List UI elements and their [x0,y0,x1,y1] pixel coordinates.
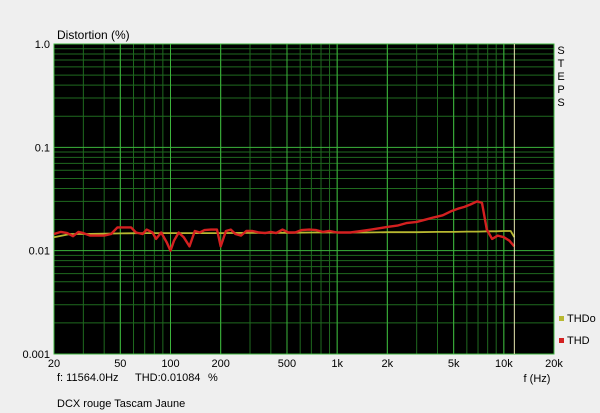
x-tick-label: 10k [495,358,513,370]
series-line-thd [53,200,516,252]
y-tick-label: 0.1 [35,142,50,154]
legend-swatch-thdo [559,316,564,321]
legend-swatch-thd [559,338,564,343]
plot-frame [53,43,555,355]
steps-letter: E [557,71,564,83]
series-group [53,200,516,252]
x-tick-label: 5k [448,358,460,370]
minor-grid [54,44,554,354]
legend: THDo THD [559,313,596,347]
steps-letter: S [557,45,564,57]
y-tick-label: 1.0 [35,39,50,51]
steps-letter: S [557,97,564,109]
x-tick-label: 20 [48,358,60,370]
x-tick-label: 500 [278,358,296,370]
y-tick-label: 0.01 [29,246,50,258]
x-tick-label: 200 [211,358,229,370]
readout-thd: THD:0.01084 [135,372,201,384]
x-tick-label: 20k [545,358,563,370]
major-grid [53,43,555,355]
x-tick-label: 50 [114,358,126,370]
steps-letter: T [558,58,565,70]
plot-background [54,44,554,354]
steps-letter: P [557,84,564,96]
x-axis-label: f (Hz) [524,373,551,385]
x-axis-tick-labels: 20 50 100 200 500 1k 2k 5k 10k 20k [48,358,563,370]
legend-label-thdo: THDo [567,313,596,325]
y-tick-label: 0.001 [22,349,50,361]
chart-title: Distortion (%) [57,28,130,42]
x-tick-label: 2k [382,358,394,370]
readout-unit: % [208,372,218,384]
x-tick-label: 100 [161,358,179,370]
measurement-caption: DCX rouge Tascam Jaune [57,398,186,410]
x-tick-label: 1k [331,358,343,370]
y-axis-tick-labels: 1.0 0.1 0.01 0.001 [22,39,50,361]
readout-frequency: f: 11564.0Hz [57,372,119,384]
legend-label-thd: THD [567,335,590,347]
